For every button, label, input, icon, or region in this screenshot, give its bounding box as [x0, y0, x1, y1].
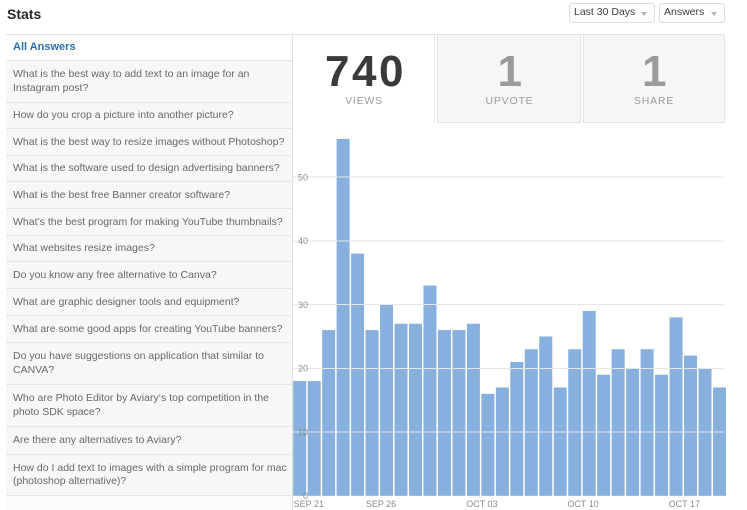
svg-text:0: 0	[303, 491, 308, 501]
svg-text:OCT 10: OCT 10	[567, 499, 598, 509]
svg-text:SEP 21: SEP 21	[294, 499, 324, 509]
svg-text:50: 50	[298, 172, 308, 182]
svg-text:10: 10	[298, 427, 308, 437]
svg-text:20: 20	[298, 364, 308, 374]
svg-text:OCT 17: OCT 17	[669, 499, 700, 509]
svg-text:OCT 03: OCT 03	[466, 499, 497, 509]
svg-text:40: 40	[298, 236, 308, 246]
svg-text:30: 30	[298, 300, 308, 310]
svg-text:SEP 26: SEP 26	[366, 499, 396, 509]
